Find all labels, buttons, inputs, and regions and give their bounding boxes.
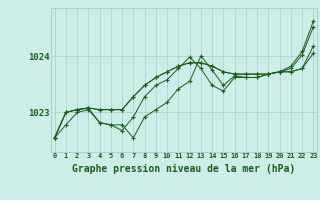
- X-axis label: Graphe pression niveau de la mer (hPa): Graphe pression niveau de la mer (hPa): [72, 164, 296, 174]
